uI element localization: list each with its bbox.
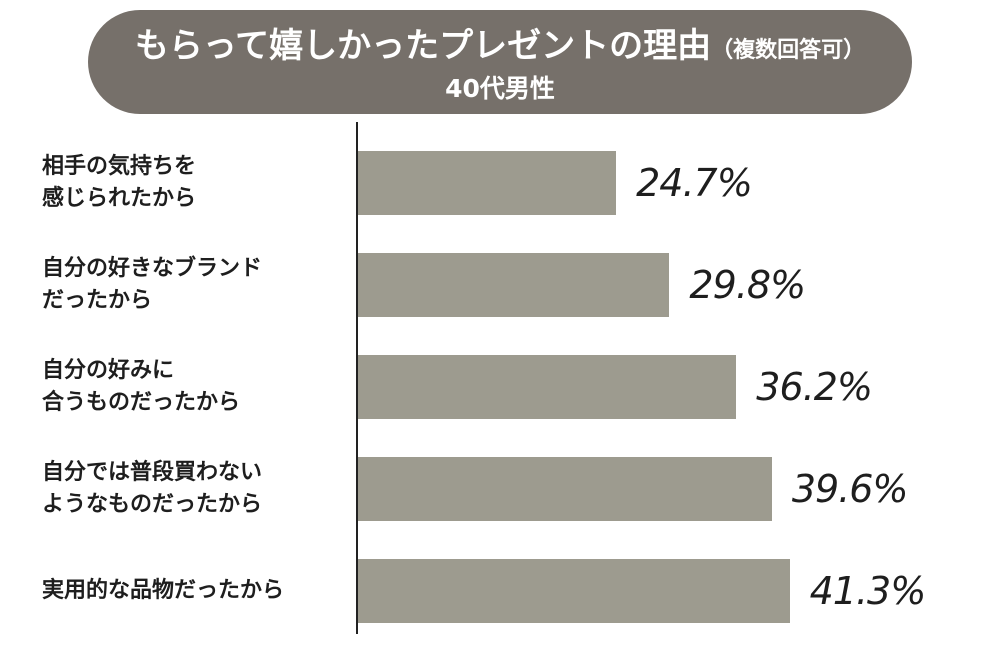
- bar: [358, 559, 790, 623]
- chart-title-line: もらって嬉しかったプレゼントの理由（複数回答可）: [88, 26, 912, 71]
- chart-title-suffix: （複数回答可）: [711, 38, 866, 63]
- chart-title: もらって嬉しかったプレゼントの理由: [134, 26, 712, 66]
- bar: [358, 355, 737, 419]
- category-label: 自分の好きなブランド だったから: [42, 256, 263, 313]
- value-label: 36.2%: [756, 365, 873, 409]
- category-axis-line: [356, 122, 358, 634]
- value-label: 41.3%: [809, 569, 927, 613]
- chart-subtitle: 40代男性: [445, 74, 555, 103]
- value-label: 29.8%: [689, 263, 806, 307]
- category-label: 自分では普段買わない ようなものだったから: [42, 460, 263, 517]
- category-label: 自分の好みに 合うものだったから: [42, 358, 241, 415]
- value-label: 39.6%: [791, 467, 909, 511]
- category-label: 実用的な品物だったから: [42, 578, 285, 603]
- chart-title-banner: もらって嬉しかったプレゼントの理由（複数回答可） 40代男性: [88, 10, 912, 114]
- value-label: 24.7%: [636, 161, 753, 205]
- bar: [358, 457, 772, 521]
- bar: [358, 151, 617, 215]
- category-label: 相手の気持ちを 感じられたから: [42, 154, 197, 211]
- bar: [358, 253, 670, 317]
